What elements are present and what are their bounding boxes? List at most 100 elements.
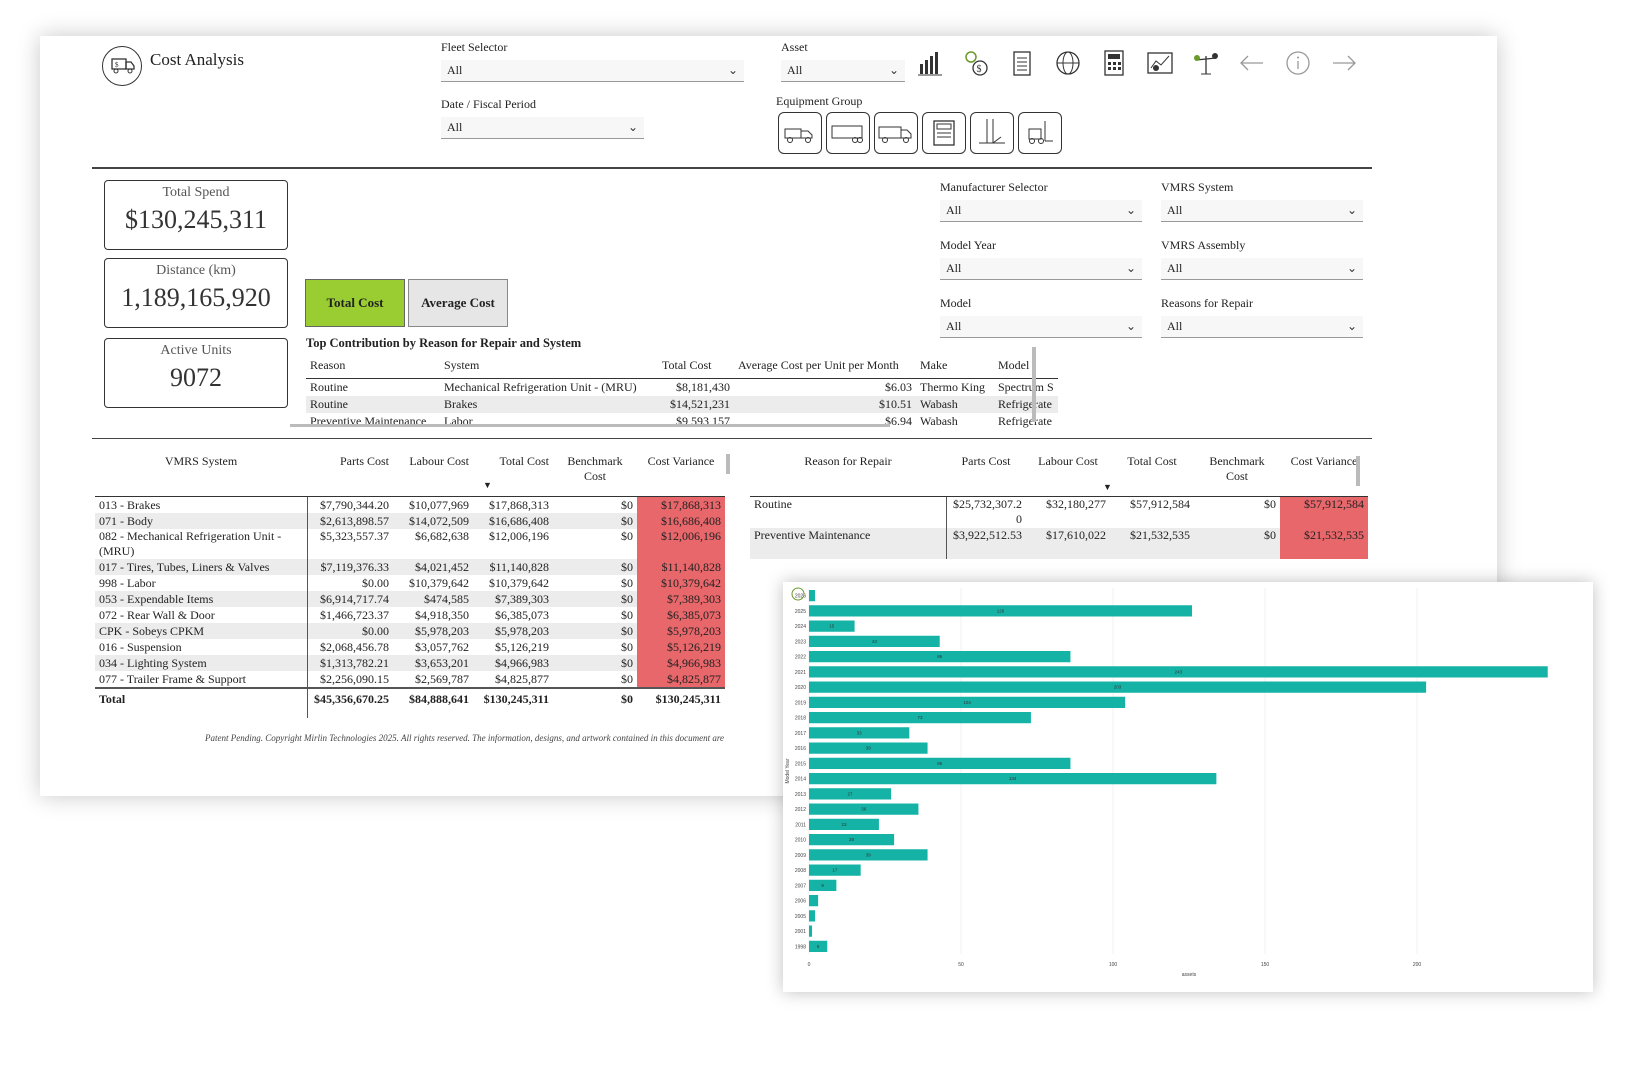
asset-dropdown[interactable]: All ⌄ — [781, 60, 905, 82]
column-header[interactable]: Make — [916, 352, 994, 379]
table-row[interactable]: CPK - Sobeys CPKM $0.00 $5,978,203 $5,978,2… — [95, 623, 725, 639]
column-header[interactable]: Parts Cost — [946, 452, 1026, 497]
column-header[interactable]: Cost Variance — [637, 452, 725, 497]
chart-toggle-icon[interactable] — [791, 587, 805, 601]
bar — [809, 925, 813, 937]
column-header[interactable]: Average Cost per Unit per Month — [734, 352, 916, 379]
y-tick-label: 2024 — [795, 624, 806, 630]
y-tick-label: 2005 — [795, 914, 806, 920]
table-row[interactable]: 072 - Rear Wall & Door $1,466,723.37 $4,91… — [95, 607, 725, 623]
table-row[interactable]: 082 - Mechanical Refrigeration Unit - (M… — [95, 529, 725, 559]
table-cell: $6,385,073 — [495, 607, 549, 622]
data-label: 27 — [848, 791, 854, 796]
vertical-scrollbar[interactable] — [1032, 347, 1036, 422]
column-header[interactable]: Model — [994, 352, 1058, 379]
vmrs-assembly-dropdown[interactable]: All ⌄ — [1161, 258, 1363, 280]
table-cell: 017 - Tires, Tubes, Liners & Valves — [95, 559, 308, 575]
bar — [809, 788, 892, 800]
forklift-icon[interactable] — [1018, 112, 1062, 154]
vertical-scrollbar[interactable] — [726, 454, 730, 474]
column-header[interactable]: Total Cost — [1110, 452, 1194, 497]
gear-dollar-icon[interactable]: $ — [961, 48, 991, 78]
table-cell: $2,256,090.15 — [320, 671, 389, 686]
table-row[interactable]: 016 - Suspension $2,068,456.78 $3,057,762 $… — [95, 639, 725, 655]
chart-board-icon[interactable] — [1145, 48, 1175, 78]
table-row[interactable]: 998 - Labor $0.00 $10,379,642 $10,379,642 $0… — [95, 575, 725, 591]
data-label: 6 — [817, 944, 820, 949]
fleet-selector-dropdown[interactable]: All ⌄ — [441, 60, 744, 82]
truck-icon[interactable] — [874, 112, 918, 154]
scale-icon[interactable] — [1191, 48, 1221, 78]
variance-cell: $11,140,828 — [637, 559, 725, 575]
reefer-icon[interactable] — [922, 112, 966, 154]
back-arrow-icon[interactable] — [1237, 48, 1267, 78]
clipboard-icon[interactable] — [1007, 48, 1037, 78]
table-cell: $2,068,456.78 — [320, 639, 389, 654]
column-header[interactable]: Cost Variance — [1280, 452, 1368, 497]
total-cost-button[interactable]: Total Cost — [305, 279, 405, 327]
vmrs-assembly-value: All — [1167, 261, 1183, 275]
liftgate-icon[interactable] — [970, 112, 1014, 154]
sort-descending-icon[interactable]: ▼ — [483, 480, 492, 490]
asset-value: All — [787, 63, 803, 77]
table-cell: $17,868,313 — [489, 497, 549, 512]
column-header[interactable]: Reason for Repair — [750, 452, 946, 497]
table-row[interactable]: Routine Mechanical Refrigeration Unit - (… — [306, 379, 1058, 397]
bar — [809, 803, 919, 815]
column-header[interactable]: Total Cost — [473, 452, 553, 497]
table-row[interactable]: 077 - Trailer Frame & Support $2,256,090.… — [95, 671, 725, 688]
table-row[interactable]: Preventive Maintenance Labor $9,593,157 $6.… — [306, 413, 1058, 430]
table-row[interactable]: 071 - Body $2,613,898.57 $14,072,509 $16,68… — [95, 513, 725, 529]
vertical-scrollbar[interactable] — [1356, 456, 1360, 486]
table-row[interactable]: 034 - Lighting System $1,313,782.21 $3,653… — [95, 655, 725, 671]
model-year-dropdown[interactable]: All ⌄ — [940, 258, 1142, 280]
bar-chart-icon[interactable] — [915, 48, 945, 78]
trailer-icon[interactable] — [826, 112, 870, 154]
model-dropdown[interactable]: All ⌄ — [940, 316, 1142, 338]
table-row[interactable]: Preventive Maintenance $3,922,512.53 $17,6… — [750, 527, 1368, 559]
forward-arrow-icon[interactable] — [1329, 48, 1359, 78]
data-label: 43 — [872, 639, 878, 644]
y-tick-label: 2021 — [795, 670, 806, 676]
data-label: 33 — [857, 730, 863, 735]
table-cell: Labor — [444, 414, 473, 428]
table-cell: 071 - Body — [95, 513, 308, 529]
column-header[interactable]: Parts Cost — [307, 452, 393, 497]
average-cost-button[interactable]: Average Cost — [408, 279, 508, 327]
column-header[interactable]: Reason — [306, 352, 440, 379]
table-cell: $0 — [1264, 497, 1276, 511]
calculator-icon[interactable] — [1099, 48, 1129, 78]
vmrs-system-dropdown[interactable]: All ⌄ — [1161, 200, 1363, 222]
active-units-card: Active Units 9072 — [104, 338, 288, 408]
column-header[interactable]: Benchmark Cost — [553, 452, 637, 497]
x-tick-label: 100 — [1109, 962, 1118, 968]
active-units-value: 9072 — [170, 363, 222, 392]
tractor-icon[interactable] — [778, 112, 822, 154]
horizontal-scrollbar[interactable] — [290, 424, 890, 427]
svg-text:$: $ — [977, 64, 982, 75]
page-title: Cost Analysis — [150, 50, 244, 69]
column-header[interactable]: Benchmark Cost — [1194, 452, 1280, 497]
globe-icon[interactable] — [1053, 48, 1083, 78]
manufacturer-selector-dropdown[interactable]: All ⌄ — [940, 200, 1142, 222]
column-header[interactable]: VMRS System — [95, 452, 307, 497]
table-row[interactable]: Routine Brakes $14,521,231 $10.51 Wabash Refr… — [306, 396, 1058, 413]
date-fiscal-dropdown[interactable]: All ⌄ — [441, 117, 644, 139]
chevron-down-icon: ⌄ — [1125, 319, 1136, 333]
info-icon[interactable] — [1283, 48, 1313, 78]
table-row[interactable]: 053 - Expendable Items $6,914,717.74 $474,… — [95, 591, 725, 607]
manufacturer-value: All — [946, 203, 962, 217]
column-header[interactable]: Labour Cost — [393, 452, 473, 497]
table-cell: $14,072,509 — [393, 513, 473, 529]
table-row[interactable]: 013 - Brakes $7,790,344.20 $10,077,969 $17,… — [95, 496, 725, 513]
chevron-down-icon: ⌄ — [1346, 261, 1357, 275]
reasons-for-repair-dropdown[interactable]: All ⌄ — [1161, 316, 1363, 338]
column-header[interactable]: Total Cost — [658, 352, 734, 379]
table-row[interactable]: 017 - Tires, Tubes, Liners & Valves $7,11… — [95, 559, 725, 575]
sort-descending-icon[interactable]: ▼ — [1103, 482, 1112, 492]
data-label: 126 — [997, 608, 1005, 613]
table-cell: Wabash — [916, 396, 994, 413]
table-row[interactable]: Routine $25,732,307.20 $32,180,277 $57,912,… — [750, 496, 1368, 528]
column-header[interactable]: System — [440, 352, 658, 379]
column-header[interactable]: Labour Cost — [1026, 452, 1110, 497]
